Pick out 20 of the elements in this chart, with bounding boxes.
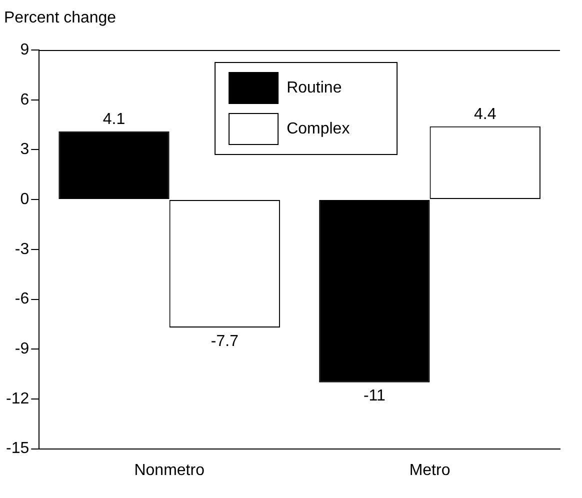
x-tick-label: Nonmetro: [134, 462, 205, 479]
y-tick-label: -12: [6, 390, 30, 408]
y-tick-label: 0: [20, 190, 30, 208]
x-tick-label: Metro: [409, 462, 450, 479]
legend-label: Routine: [286, 79, 342, 96]
bar: [58, 131, 170, 200]
legend-label: Complex: [286, 120, 350, 138]
y-tick-label: 9: [20, 41, 30, 58]
y-axis-title: Percent change: [4, 9, 116, 26]
data-label: -11: [363, 388, 386, 405]
bar: [319, 200, 430, 382]
data-label: 4.4: [474, 106, 496, 123]
data-label: -7.7: [210, 332, 239, 350]
y-tick-label: -9: [14, 340, 30, 358]
y-tick-label: -15: [6, 440, 30, 458]
y-tick-label: 6: [20, 91, 30, 108]
y-tick-label: 3: [20, 141, 30, 158]
y-tick-label: -3: [14, 240, 30, 258]
data-label: 4.1: [102, 110, 126, 128]
y-tick-label: -6: [14, 290, 30, 308]
